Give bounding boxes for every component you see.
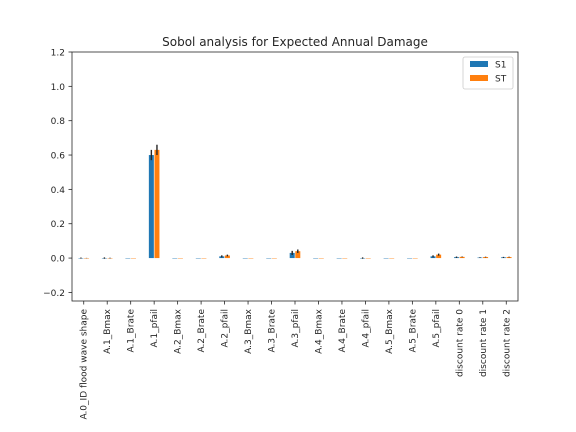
legend: S1 ST	[462, 56, 514, 90]
y-tick-label: 1.2	[51, 49, 65, 59]
x-tick-label: discount rate 2	[502, 309, 512, 377]
legend-label-st: ST	[495, 75, 507, 85]
x-tick-label: A.5_Bmax	[385, 308, 395, 354]
x-tick-label: A.2_Brate	[197, 309, 207, 353]
x-tick-label: discount rate 1	[479, 309, 489, 377]
bar-s1	[289, 252, 295, 259]
legend-label-s1: S1	[495, 61, 506, 71]
x-tick-label: A.5_pfail	[432, 309, 442, 347]
x-tick-label: A.3_pfail	[291, 309, 301, 347]
bar-st	[459, 256, 465, 259]
y-tick-label: 0.2	[51, 220, 65, 230]
plot-frame	[71, 51, 519, 302]
x-tick-label: A.4_pfail	[361, 309, 371, 347]
x-tick-label: A.2_Bmax	[174, 308, 184, 354]
bar-st	[154, 149, 160, 259]
x-tick-label: A.4_Brate	[338, 309, 348, 353]
y-tick-label: 1.0	[51, 83, 66, 93]
x-tick-label: A.0_ID flood wave shape	[80, 309, 90, 420]
x-axis: A.0_ID flood wave shape A.1_Bmax A.1_Brate…	[80, 301, 512, 420]
x-tick-label: A.1_Bmax	[103, 308, 113, 354]
bar-st	[295, 251, 301, 259]
bar-st	[506, 257, 512, 259]
x-tick-label: A.3_Bmax	[244, 308, 254, 354]
legend-swatch-st	[470, 75, 488, 81]
x-tick-label: discount rate 0	[455, 309, 465, 377]
x-tick-label: A.3_Brate	[268, 309, 278, 353]
y-axis: −0.2 0.0 0.2 0.4 0.6 0.8 1.0 1.2	[43, 49, 72, 299]
x-tick-label: A.2_pfail	[221, 309, 231, 347]
y-tick-label: 0.8	[51, 117, 66, 127]
error-bars-layer	[80, 144, 510, 259]
legend-swatch-s1	[470, 61, 488, 67]
y-tick-label: 0.0	[51, 255, 66, 265]
y-tick-label: 0.6	[51, 152, 66, 162]
bar-s1	[148, 155, 154, 259]
bar-st	[436, 254, 442, 259]
bar-st	[224, 255, 230, 259]
y-tick-label: −0.2	[43, 289, 65, 299]
x-tick-label: A.5_Brate	[408, 309, 418, 353]
chart-title: Sobol analysis for Expected Annual Damag…	[162, 35, 428, 49]
x-tick-label: A.4_Bmax	[314, 308, 324, 354]
bars-layer	[78, 149, 512, 259]
y-tick-label: 0.4	[51, 186, 66, 196]
bar-st	[483, 257, 489, 259]
x-tick-label: A.1_Brate	[127, 309, 137, 353]
x-tick-label: A.1_pfail	[150, 309, 160, 347]
